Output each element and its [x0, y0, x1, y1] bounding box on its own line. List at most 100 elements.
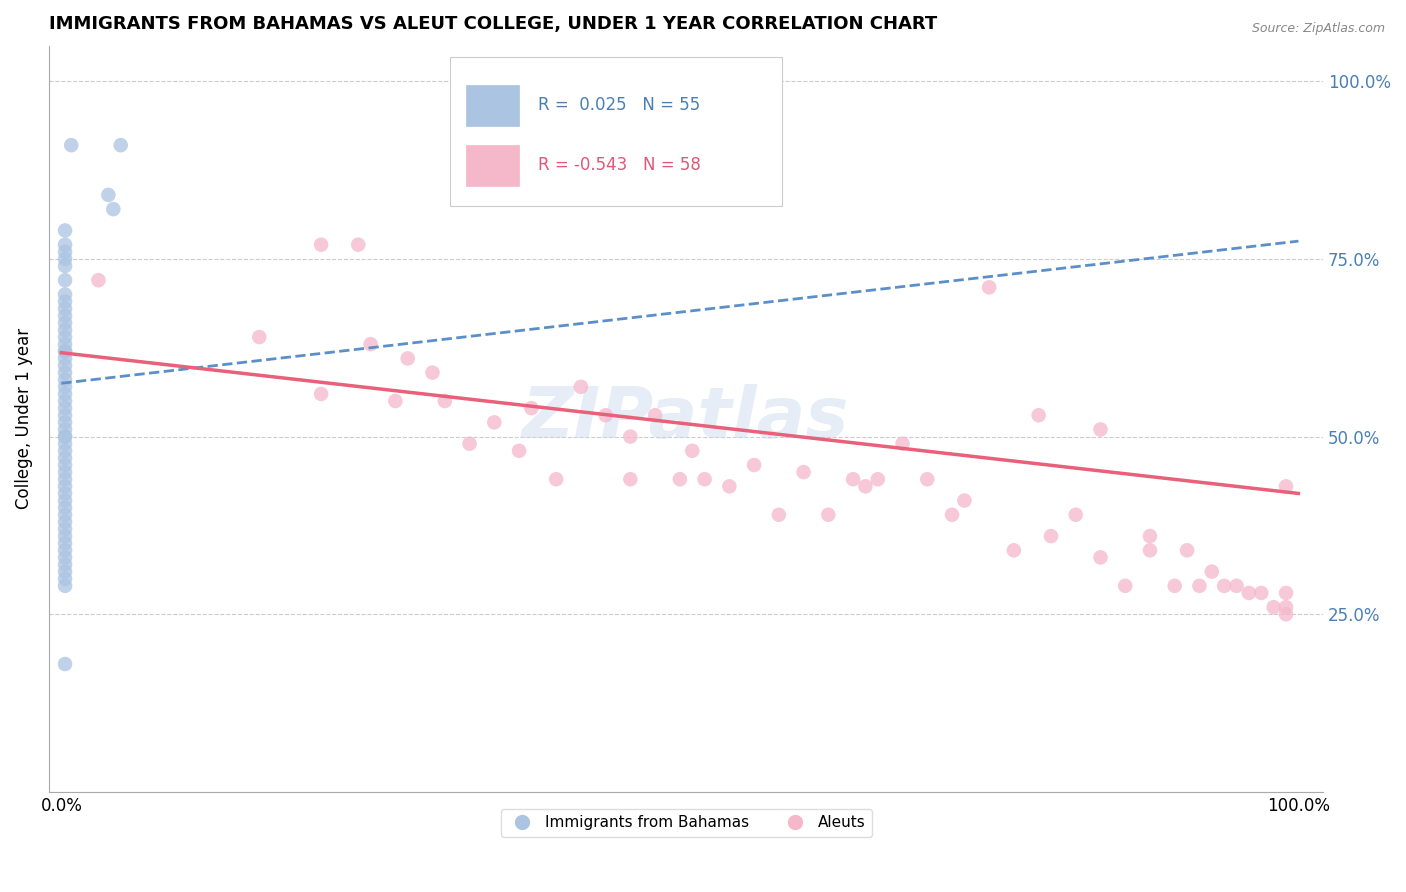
Point — [742, 458, 765, 472]
Point — [1139, 529, 1161, 543]
Point — [1275, 586, 1298, 600]
Point — [53, 472, 76, 486]
Point — [53, 323, 76, 337]
Point — [941, 508, 963, 522]
Point — [520, 401, 543, 416]
Point — [1064, 508, 1087, 522]
Point — [347, 237, 370, 252]
Point — [669, 472, 692, 486]
Point — [53, 351, 76, 366]
Point — [1114, 579, 1136, 593]
Point — [53, 579, 76, 593]
Point — [1213, 579, 1236, 593]
Point — [546, 472, 568, 486]
Point — [1090, 422, 1112, 436]
Point — [1040, 529, 1063, 543]
Point — [53, 422, 76, 436]
Point — [1275, 479, 1298, 493]
Point — [917, 472, 939, 486]
Point — [53, 536, 76, 550]
Point — [1201, 565, 1223, 579]
Point — [53, 252, 76, 266]
Point — [1028, 409, 1050, 423]
Point — [619, 472, 641, 486]
Point — [842, 472, 865, 486]
Point — [693, 472, 716, 486]
Point — [247, 330, 270, 344]
Point — [53, 429, 76, 443]
Point — [1225, 579, 1247, 593]
Point — [891, 436, 914, 450]
Point — [53, 500, 76, 515]
FancyBboxPatch shape — [465, 145, 519, 186]
Point — [396, 351, 419, 366]
Text: IMMIGRANTS FROM BAHAMAS VS ALEUT COLLEGE, UNDER 1 YEAR CORRELATION CHART: IMMIGRANTS FROM BAHAMAS VS ALEUT COLLEGE… — [49, 15, 938, 33]
Point — [718, 479, 741, 493]
Point — [53, 287, 76, 301]
FancyBboxPatch shape — [450, 57, 782, 206]
Point — [53, 294, 76, 309]
Point — [53, 409, 76, 423]
Point — [53, 479, 76, 493]
Point — [53, 443, 76, 458]
Point — [1250, 586, 1272, 600]
Point — [768, 508, 790, 522]
Point — [1275, 607, 1298, 622]
Point — [53, 394, 76, 409]
Point — [384, 394, 406, 409]
Point — [53, 465, 76, 479]
Point — [53, 273, 76, 287]
Point — [1163, 579, 1185, 593]
Point — [644, 409, 666, 423]
Point — [103, 202, 125, 216]
Point — [508, 443, 530, 458]
Point — [53, 550, 76, 565]
Point — [53, 366, 76, 380]
Point — [422, 366, 444, 380]
Point — [817, 508, 839, 522]
Point — [53, 429, 76, 443]
Legend: Immigrants from Bahamas, Aleuts: Immigrants from Bahamas, Aleuts — [501, 809, 872, 837]
Text: ZIPatlas: ZIPatlas — [523, 384, 849, 453]
Point — [53, 486, 76, 500]
Point — [53, 416, 76, 430]
Point — [619, 429, 641, 443]
Point — [53, 515, 76, 529]
Point — [53, 572, 76, 586]
Point — [793, 465, 815, 479]
Text: Source: ZipAtlas.com: Source: ZipAtlas.com — [1251, 22, 1385, 36]
FancyBboxPatch shape — [465, 85, 519, 126]
Point — [53, 301, 76, 316]
Point — [953, 493, 976, 508]
Point — [53, 558, 76, 572]
Point — [60, 138, 83, 153]
Point — [110, 138, 132, 153]
Point — [53, 344, 76, 359]
Point — [53, 244, 76, 259]
Point — [53, 522, 76, 536]
Point — [53, 359, 76, 373]
Point — [53, 223, 76, 237]
Point — [309, 237, 332, 252]
Point — [53, 373, 76, 387]
Point — [53, 508, 76, 522]
Point — [681, 443, 703, 458]
Point — [53, 316, 76, 330]
Point — [53, 380, 76, 394]
Point — [1139, 543, 1161, 558]
Point — [979, 280, 1001, 294]
Point — [569, 380, 592, 394]
Point — [97, 188, 120, 202]
Point — [1275, 600, 1298, 615]
Point — [1090, 550, 1112, 565]
Point — [53, 450, 76, 465]
Point — [53, 387, 76, 401]
Point — [53, 543, 76, 558]
Point — [53, 237, 76, 252]
Point — [53, 436, 76, 450]
Point — [1237, 586, 1260, 600]
Point — [1175, 543, 1198, 558]
Point — [1188, 579, 1211, 593]
Point — [53, 309, 76, 323]
Text: R =  0.025   N = 55: R = 0.025 N = 55 — [538, 96, 700, 114]
